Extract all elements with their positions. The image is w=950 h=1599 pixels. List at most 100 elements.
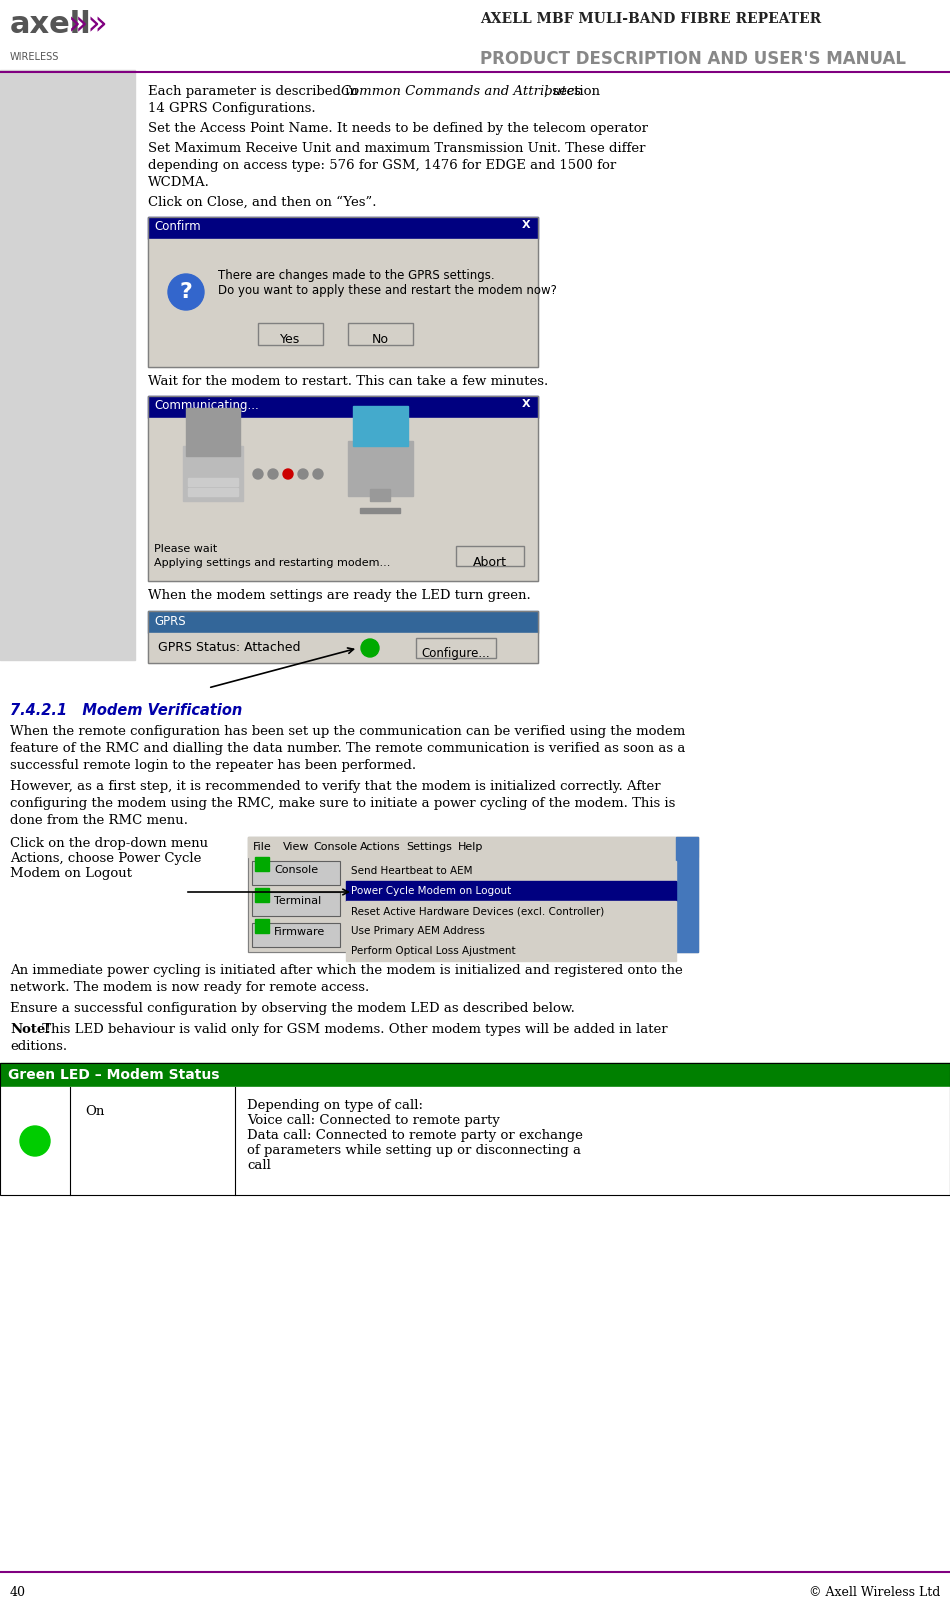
Text: ?: ? [180,281,193,302]
Text: 40: 40 [10,1586,26,1599]
Bar [148,238,538,368]
Text: Reset Active Hardware Devices (excl. Controller): Reset Active Hardware Devices (excl. Con… [351,907,604,916]
Text: When the modem settings are ready the LED turn green.: When the modem settings are ready the LE… [148,588,531,601]
Text: WCDMA.: WCDMA. [148,176,210,189]
Text: Wait for the modem to restart. This can take a few minutes.: Wait for the modem to restart. This can … [148,376,548,389]
Circle shape [361,640,379,657]
Text: done from the RMC menu.: done from the RMC menu. [10,814,188,827]
Text: 7.4.2.1   Modem Verification: 7.4.2.1 Modem Verification [10,704,242,718]
Text: © Axell Wireless Ltd: © Axell Wireless Ltd [808,1586,940,1599]
Bar [183,446,243,500]
Bar [148,397,538,580]
Bar [148,397,538,417]
Bar [353,406,408,446]
Bar [346,860,676,881]
Text: Click on Close, and then on “Yes”.: Click on Close, and then on “Yes”. [148,197,376,209]
Bar [348,441,413,496]
Text: Use Primary AEM Address: Use Primary AEM Address [351,926,484,935]
Bar [255,919,269,932]
Text: Applying settings and restarting modem...: Applying settings and restarting modem..… [154,558,390,568]
Text: An immediate power cycling is initiated after which the modem is initialized and: An immediate power cycling is initiated … [10,964,683,977]
Bar [248,836,698,951]
Text: X: X [522,400,531,409]
Text: successful remote login to the repeater has been performed.: successful remote login to the repeater … [10,760,416,772]
Text: Green LED – Modem Status: Green LED – Modem Status [8,1068,219,1083]
Text: Each parameter is described in: Each parameter is described in [148,85,362,98]
Text: network. The modem is now ready for remote access.: network. The modem is now ready for remo… [10,982,370,995]
Text: Set Maximum Receive Unit and maximum Transmission Unit. These differ: Set Maximum Receive Unit and maximum Tra… [148,142,645,155]
Text: Help: Help [458,843,484,852]
Text: PRODUCT DESCRIPTION AND USER'S MANUAL: PRODUCT DESCRIPTION AND USER'S MANUAL [480,50,906,69]
Text: feature of the RMC and dialling the data number. The remote communication is ver: feature of the RMC and dialling the data… [10,742,685,755]
Text: editions.: editions. [10,1039,67,1054]
Text: There are changes made to the GPRS settings.
Do you want to apply these and rest: There are changes made to the GPRS setti… [218,269,557,297]
Text: Actions: Actions [359,843,400,852]
Text: depending on access type: 576 for GSM, 1476 for EDGE and 1500 for: depending on access type: 576 for GSM, 1… [148,158,617,173]
Bar [148,217,538,238]
Bar [346,881,676,900]
Text: axell: axell [10,10,92,38]
Circle shape [168,273,204,310]
Text: 14 GPRS Configurations.: 14 GPRS Configurations. [148,102,315,115]
Text: Settings: Settings [406,843,452,852]
Text: Depending on type of call:
Voice call: Connected to remote party
Data call: Conn: Depending on type of call: Voice call: C… [247,1099,583,1172]
Bar [676,836,698,951]
FancyBboxPatch shape [252,860,340,884]
Bar [148,217,538,368]
Bar [370,489,390,500]
Bar [255,857,269,871]
Bar [360,508,400,513]
Circle shape [253,469,263,480]
Bar [148,611,538,664]
Text: Yes: Yes [280,333,300,345]
Bar [346,900,676,921]
FancyBboxPatch shape [348,323,413,345]
Text: Terminal: Terminal [274,895,321,907]
Bar [0,1063,950,1194]
Bar [188,478,238,486]
Circle shape [20,1126,50,1156]
Bar [148,417,538,580]
Text: Please wait: Please wait [154,544,218,553]
Text: Communicating...: Communicating... [154,400,258,413]
Bar [346,921,676,940]
Text: Set the Access Point Name. It needs to be defined by the telecom operator: Set the Access Point Name. It needs to b… [148,122,648,134]
Bar [0,1087,950,1194]
Text: Power Cycle Modem on Logout: Power Cycle Modem on Logout [351,886,511,895]
Bar [346,940,676,961]
FancyBboxPatch shape [456,545,524,566]
Bar [248,836,698,951]
FancyBboxPatch shape [258,323,323,345]
FancyBboxPatch shape [252,892,340,916]
Circle shape [298,469,308,480]
Text: Console: Console [274,865,318,875]
Text: WIRELESS: WIRELESS [10,53,59,62]
Text: Perform Optical Loss Ajustment: Perform Optical Loss Ajustment [351,947,516,956]
FancyBboxPatch shape [416,638,496,659]
Text: When the remote configuration has been set up the communication can be verified : When the remote configuration has been s… [10,724,685,739]
Bar [188,488,238,496]
Circle shape [313,469,323,480]
Text: File: File [253,843,272,852]
Text: GPRS Status: Attached: GPRS Status: Attached [158,641,300,654]
Text: No: No [371,333,389,345]
Text: , section: , section [544,85,600,98]
Text: Confirm: Confirm [154,221,200,233]
Text: configuring the modem using the RMC, make sure to initiate a power cycling of th: configuring the modem using the RMC, mak… [10,796,675,811]
Text: This LED behaviour is valid only for GSM modems. Other modem types will be added: This LED behaviour is valid only for GSM… [38,1023,668,1036]
Text: AXELL MBF MULI-BAND FIBRE REPEATER: AXELL MBF MULI-BAND FIBRE REPEATER [480,13,821,26]
Text: Ensure a successful configuration by observing the modem LED as described below.: Ensure a successful configuration by obs… [10,1003,575,1015]
Bar [0,1063,950,1087]
Text: Common Commands and Attributes: Common Commands and Attributes [341,85,581,98]
Bar [148,611,538,633]
Bar [148,633,538,664]
Text: Note!: Note! [10,1023,51,1036]
Bar [255,887,269,902]
Text: Click on the drop-down menu
Actions, choose Power Cycle
Modem on Logout: Click on the drop-down menu Actions, cho… [10,836,208,879]
Bar [248,836,698,857]
Text: Abort: Abort [473,556,507,569]
Text: View: View [283,843,310,852]
Text: X: X [522,221,531,230]
Bar [0,70,135,660]
Text: »»: »» [68,8,108,42]
